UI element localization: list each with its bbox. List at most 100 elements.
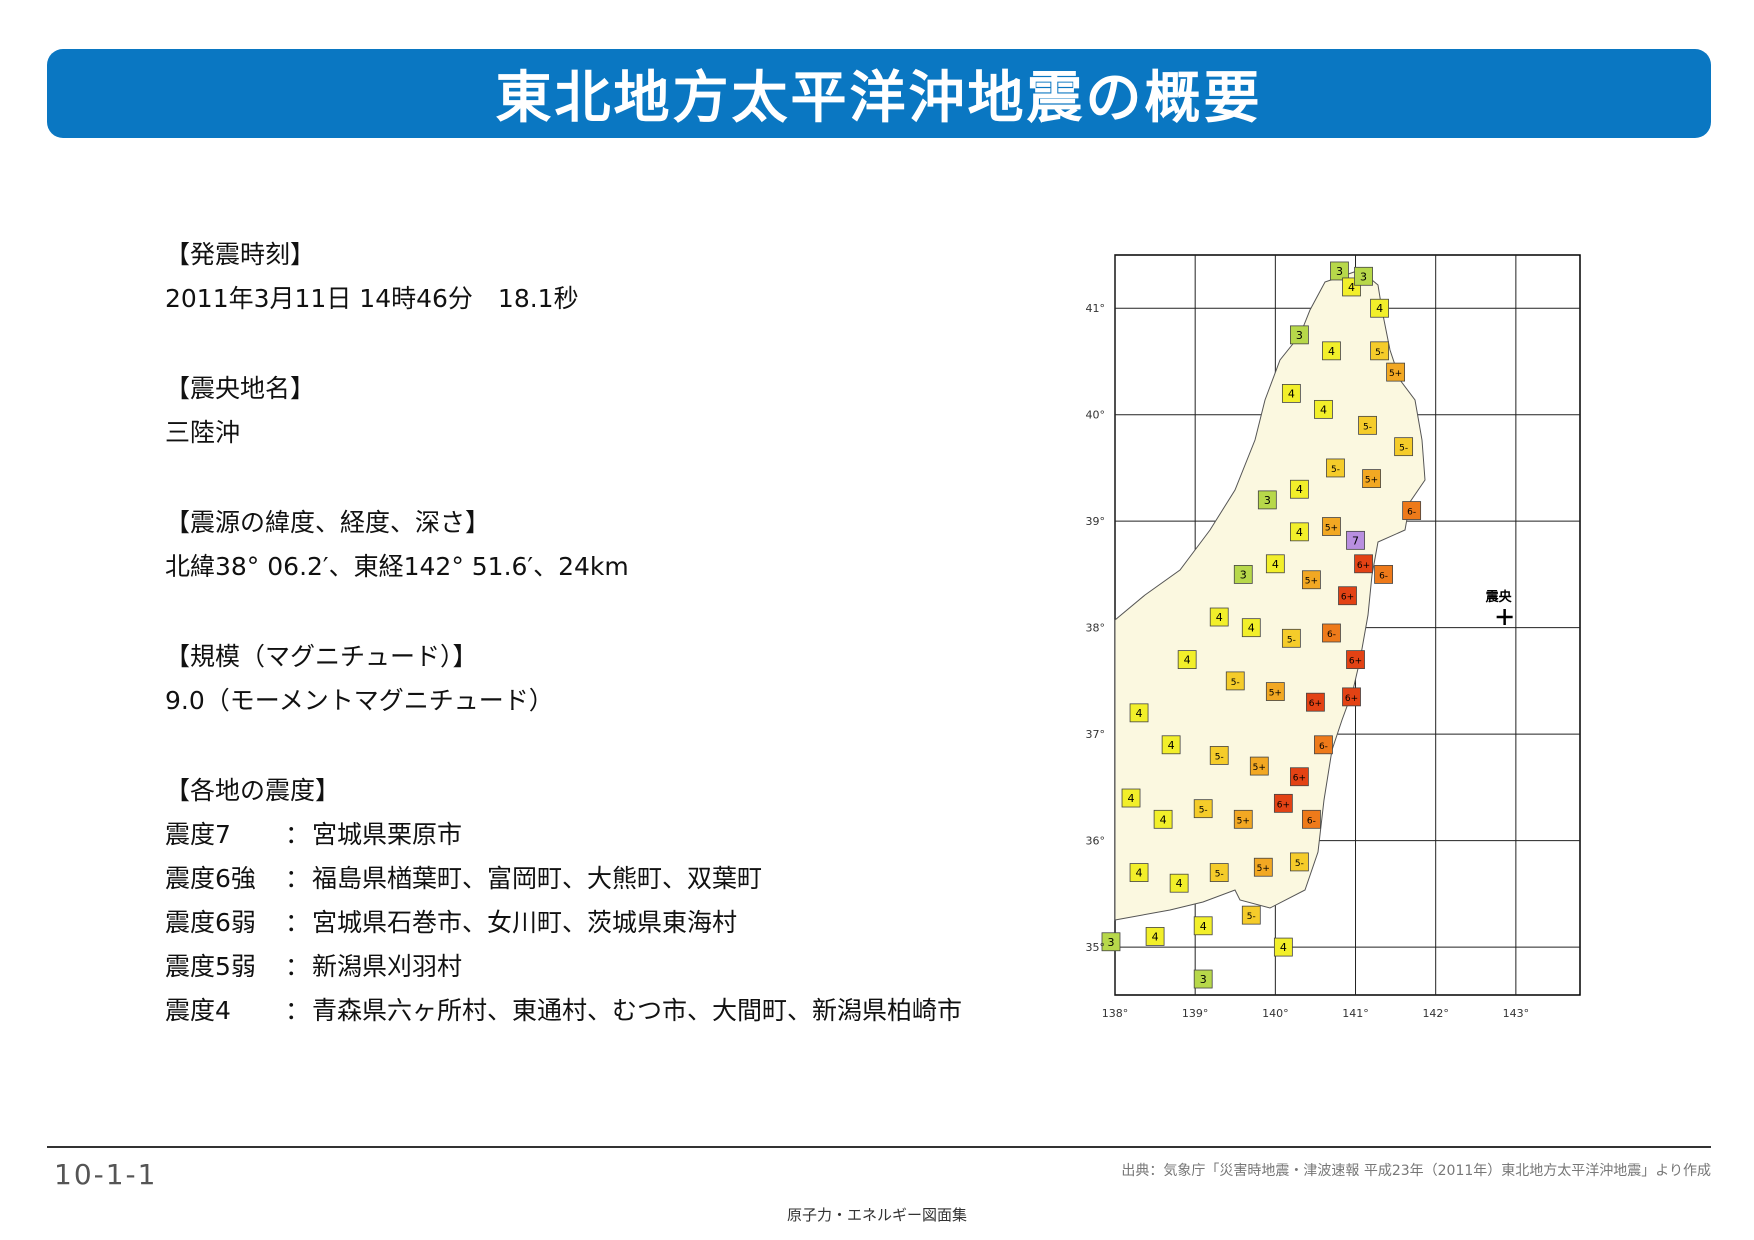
intensity-value: 6+ — [1349, 657, 1362, 667]
intensity-box — [1370, 341, 1389, 361]
intensity-places: 宮城県石巻市、女川町、茨城県東海村 — [312, 908, 738, 937]
intensity-station: 5+ — [1249, 756, 1269, 776]
latitude-tick-label: 37° — [1086, 728, 1106, 741]
intensity-value: 4 — [1136, 867, 1143, 880]
intensity-box — [1225, 671, 1245, 691]
intensity-box — [1346, 650, 1365, 670]
intensity-value: 4 — [1348, 281, 1355, 294]
intensity-heading: 【各地の震度】 — [165, 776, 341, 805]
epicenter-label: 震央 — [1485, 589, 1513, 605]
intensity-value: 3 — [1264, 494, 1271, 507]
earthquake-info: 【発震時刻】 2011年3月11日 14時46分 18.1秒 【震央地名】 三陸… — [165, 233, 1025, 1033]
intensity-separator: ： — [285, 864, 311, 893]
intensity-box — [1129, 863, 1149, 882]
intensity-station: 5+ — [1233, 809, 1253, 829]
intensity-box — [1289, 325, 1309, 345]
longitude-tick-label: 138° — [1102, 1007, 1129, 1020]
intensity-box — [1306, 692, 1325, 712]
longitude-tick-label: 140° — [1262, 1007, 1289, 1020]
intensity-station: 4 — [1161, 735, 1181, 755]
intensity-value: 4 — [1320, 403, 1327, 416]
intensity-box — [1153, 809, 1173, 829]
intensity-station: 4 — [1145, 927, 1165, 946]
intensity-station: 4 — [1289, 479, 1309, 499]
intensity-value: 5- — [1287, 635, 1296, 645]
intensity-station: 4 — [1193, 916, 1213, 936]
intensity-row: 震度4 ： 青森県六ヶ所村、東通村、むつ市、大間町、新潟県柏崎市 — [165, 989, 1025, 1033]
intensity-value: 4 — [1176, 877, 1183, 890]
intensity-value: 5+ — [1389, 369, 1402, 379]
hypocenter-value: 北緯38° 06.2′、東経142° 51.6′、24km — [165, 552, 629, 581]
intensity-station: 5- — [1358, 415, 1377, 435]
intensity-box — [1322, 517, 1341, 536]
intensity-level: 震度5弱 — [165, 952, 256, 981]
intensity-box — [1145, 927, 1165, 946]
intensity-station: 5- — [1326, 458, 1345, 478]
intensity-box — [1322, 341, 1341, 361]
intensity-box — [1265, 682, 1285, 701]
intensity-value: 5+ — [1325, 524, 1338, 534]
intensity-value: 5- — [1231, 678, 1240, 688]
time-value: 2011年3月11日 14時46分 18.1秒 — [165, 284, 579, 313]
intensity-box — [1161, 735, 1181, 755]
magnitude-heading: 【規模（マグニチュード）】 — [165, 642, 478, 671]
intensity-value: 4 — [1272, 558, 1279, 571]
intensity-station: 6+ — [1338, 586, 1357, 606]
intensity-box — [1209, 607, 1229, 627]
intensity-value: 3 — [1360, 270, 1367, 283]
intensity-value: 5+ — [1253, 763, 1266, 773]
intensity-box — [1326, 458, 1345, 478]
intensity-box — [1289, 767, 1309, 787]
intensity-box — [1374, 565, 1393, 584]
intensity-station: 6+ — [1306, 692, 1325, 712]
page-title: 東北地方太平洋沖地震の概要 — [495, 66, 1263, 131]
intensity-value: 3 — [1200, 973, 1207, 986]
intensity-value: 5+ — [1237, 816, 1250, 826]
intensity-box — [1101, 932, 1121, 952]
intensity-box — [1193, 969, 1213, 989]
intensity-level: 震度6強 — [165, 864, 256, 893]
latitude-tick-label: 36° — [1086, 835, 1106, 848]
latitude-tick-label: 38° — [1086, 622, 1106, 635]
hypocenter-heading: 【震源の緯度、経度、深さ】 — [165, 508, 491, 537]
intensity-box — [1241, 618, 1261, 638]
intensity-box — [1257, 490, 1277, 510]
book-title: 原子力・エネルギー図面集 — [786, 1206, 967, 1224]
intensity-value: 4 — [1184, 654, 1191, 667]
intensity-level: 震度6弱 — [165, 908, 256, 937]
intensity-station: 3 — [1354, 266, 1373, 286]
intensity-station: 4 — [1281, 384, 1301, 403]
intensity-level: 震度7 — [165, 820, 231, 849]
intensity-box — [1346, 530, 1365, 550]
intensity-station: 4 — [1129, 703, 1149, 723]
intensity-station: 6+ — [1346, 650, 1365, 670]
intensity-value: 6- — [1319, 742, 1328, 752]
intensity-station: 6- — [1402, 501, 1422, 520]
intensity-station: 4 — [1153, 809, 1173, 829]
intensity-box — [1169, 873, 1189, 893]
intensity-value: 4 — [1248, 622, 1255, 635]
intensity-box — [1289, 479, 1309, 499]
intensity-station: 6- — [1314, 735, 1333, 755]
intensity-box — [1358, 415, 1377, 435]
time-heading: 【発震時刻】 — [165, 240, 316, 269]
intensity-separator: ： — [285, 908, 311, 937]
intensity-box — [1322, 623, 1341, 643]
intensity-station: 4 — [1322, 341, 1341, 361]
footer-divider — [47, 1146, 1711, 1148]
intensity-station: 4 — [1265, 554, 1285, 574]
intensity-station: 5- — [1281, 628, 1301, 648]
intensity-value: 4 — [1280, 941, 1287, 954]
intensity-box — [1302, 570, 1321, 590]
intensity-separator: ： — [285, 952, 311, 981]
intensity-value: 6- — [1307, 816, 1316, 826]
intensity-station: 5- — [1209, 746, 1229, 765]
intensity-station: 5- — [1209, 863, 1229, 882]
intensity-station: 4 — [1289, 522, 1309, 542]
intensity-value: 3 — [1107, 936, 1114, 949]
intensity-value: 6- — [1327, 630, 1336, 640]
intensity-station: 5+ — [1302, 570, 1321, 590]
seismic-intensity-map: 3 4 3 4 3 4 5- 5+ 4 4 5- 5- 3 4 5- 5+ 6- 4 5+ 7 6+ 6- 3 4 5+ 6+ 4 4… — [1060, 240, 1600, 1030]
intensity-box — [1249, 756, 1269, 776]
intensity-value: 4 — [1296, 483, 1303, 496]
